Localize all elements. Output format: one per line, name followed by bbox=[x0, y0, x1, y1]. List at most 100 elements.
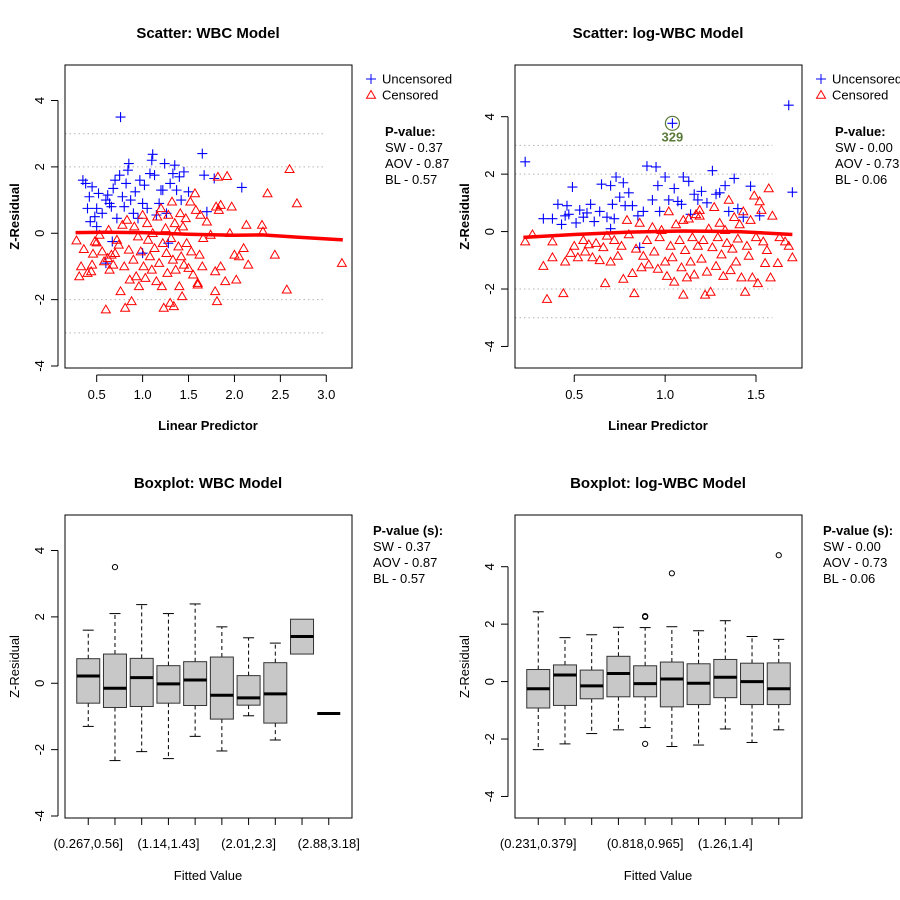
censored-point bbox=[541, 293, 553, 303]
censored-point bbox=[774, 231, 786, 242]
x-axis-label: Linear Predictor bbox=[158, 418, 258, 433]
censored-point bbox=[160, 222, 171, 233]
uncensored-point bbox=[142, 203, 153, 214]
uncensored-point bbox=[611, 172, 622, 183]
pvalue-heading: P-value (s): bbox=[373, 523, 443, 538]
censored-point bbox=[94, 229, 105, 239]
series-uncensored bbox=[77, 112, 247, 269]
lowess-curve bbox=[75, 230, 343, 242]
censored-point bbox=[180, 212, 192, 223]
censored-point bbox=[723, 194, 735, 204]
censored-point bbox=[123, 244, 135, 254]
censored-point bbox=[155, 202, 167, 213]
uncensored-point bbox=[618, 177, 629, 188]
censored-point bbox=[151, 211, 163, 221]
censored-point bbox=[194, 249, 205, 259]
y-tick-label: 0 bbox=[32, 230, 47, 237]
censored-point bbox=[701, 266, 713, 276]
censored-point bbox=[759, 257, 771, 267]
censored-point bbox=[128, 254, 139, 264]
plot-frame bbox=[514, 514, 803, 819]
censored-point bbox=[104, 264, 115, 274]
censored-point bbox=[779, 236, 791, 246]
censored-point bbox=[719, 224, 731, 234]
censored-point bbox=[242, 259, 254, 269]
censored-point bbox=[144, 250, 156, 261]
box-iqr bbox=[236, 675, 261, 706]
uncensored-point bbox=[108, 183, 119, 194]
x-axis-label: Fitted Value bbox=[174, 868, 242, 883]
box-iqr bbox=[209, 656, 234, 720]
series-censored bbox=[71, 163, 348, 314]
censored-point bbox=[725, 264, 736, 275]
censored-point bbox=[195, 209, 206, 219]
y-axis-label: Z-Residual bbox=[457, 183, 472, 249]
censored-point bbox=[708, 201, 720, 211]
censored-point bbox=[117, 219, 128, 229]
censored-point bbox=[557, 287, 569, 298]
uncensored-point bbox=[183, 186, 194, 197]
y-axis: -4 -2 0 2 4 bbox=[482, 563, 509, 802]
censored-point bbox=[627, 267, 638, 278]
panel-1: Scatter: WBC Model -4 -2 0 2 4 Z-Residual 0.5 1.… bbox=[7, 25, 452, 433]
y-tick-label: 2 bbox=[32, 163, 47, 170]
censored-point bbox=[233, 250, 245, 261]
uncensored-point bbox=[614, 192, 625, 203]
box-3 bbox=[129, 604, 154, 753]
uncensored-point bbox=[159, 158, 170, 169]
y-tick-label: -4 bbox=[32, 360, 47, 372]
censored-point bbox=[146, 264, 158, 274]
censored-point bbox=[681, 272, 693, 282]
uncensored-point bbox=[720, 180, 731, 191]
censored-point bbox=[661, 270, 673, 280]
box-1 bbox=[76, 629, 101, 727]
legend-triangle-icon bbox=[815, 89, 827, 99]
uncensored-point bbox=[660, 172, 671, 183]
uncensored-point bbox=[87, 181, 98, 192]
box-iqr bbox=[633, 665, 658, 698]
panel-4: Boxplot: log-WBC Model -4 -2 0 2 4 Z-Residual (… bbox=[457, 475, 893, 883]
box-9 bbox=[740, 635, 765, 743]
censored-point bbox=[783, 240, 795, 250]
censored-point bbox=[572, 251, 584, 262]
pvalue-line: SW - 0.00 bbox=[823, 539, 881, 554]
uncensored-point bbox=[581, 207, 592, 218]
censored-point bbox=[590, 237, 602, 247]
censored-point bbox=[173, 241, 184, 251]
uncensored-point bbox=[111, 213, 122, 224]
uncensored-point bbox=[178, 166, 189, 177]
censored-point bbox=[226, 201, 238, 211]
y-tick-label: -2 bbox=[482, 283, 497, 295]
censored-point bbox=[183, 262, 194, 272]
censored-point bbox=[181, 237, 193, 248]
x-tick-label: 3.0 bbox=[317, 387, 335, 402]
uncensored-point bbox=[745, 181, 756, 192]
uncensored-point bbox=[556, 219, 567, 230]
y-tick-label: -4 bbox=[32, 810, 47, 822]
x-tick-label: (0.267,0.56] bbox=[54, 836, 123, 851]
uncensored-point bbox=[144, 168, 155, 179]
censored-point bbox=[757, 236, 769, 246]
censored-point bbox=[583, 239, 595, 249]
censored-point bbox=[747, 272, 758, 282]
censored-point bbox=[184, 196, 196, 206]
y-tick-label: 0 bbox=[482, 228, 497, 235]
censored-point bbox=[710, 260, 722, 270]
pvalue-line: AOV - 0.73 bbox=[823, 555, 887, 570]
censored-point bbox=[107, 259, 119, 269]
censored-point bbox=[156, 280, 168, 291]
uncensored-point bbox=[121, 178, 132, 189]
uncensored-point bbox=[571, 217, 582, 228]
censored-point bbox=[124, 274, 136, 284]
censored-point bbox=[115, 285, 126, 296]
censored-point bbox=[772, 257, 784, 267]
uncensored-point bbox=[732, 203, 743, 214]
censored-point bbox=[109, 247, 121, 257]
uncensored-point bbox=[236, 182, 247, 193]
x-tick-label: 2.0 bbox=[225, 387, 243, 402]
uncensored-point bbox=[82, 203, 93, 214]
censored-point bbox=[119, 302, 131, 312]
censored-point bbox=[269, 249, 281, 259]
